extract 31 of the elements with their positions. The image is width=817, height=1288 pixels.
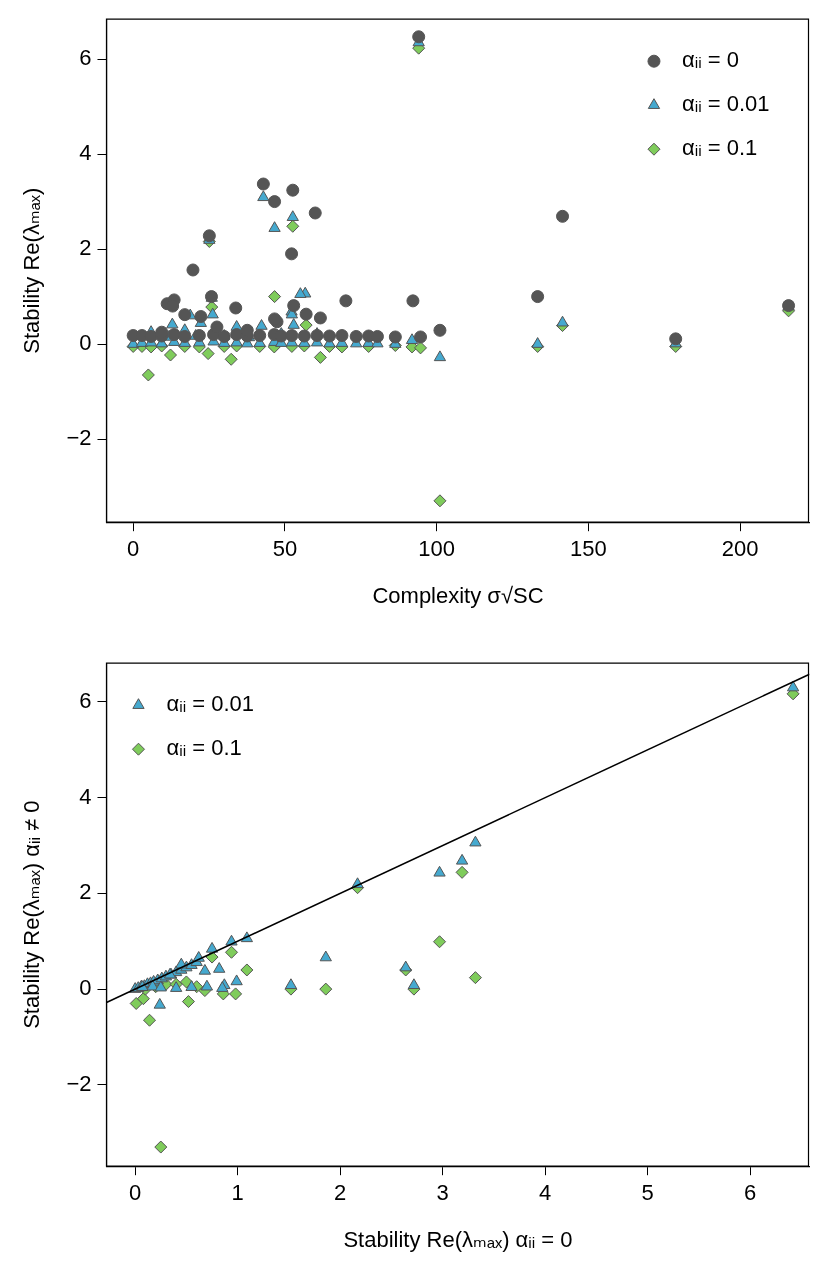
x-axis-title: Complexity σ√SC xyxy=(372,582,544,608)
x-tick-label: 0 xyxy=(127,536,140,562)
y-tick-label: 4 xyxy=(79,140,92,166)
y-axis-title: Stability Re(λₘₐₓ) αᵢᵢ ≠ 0 xyxy=(19,800,45,1029)
x-tick-label: 100 xyxy=(418,536,455,562)
x-tick-label: 150 xyxy=(569,536,607,562)
y-tick-label: −2 xyxy=(66,425,92,451)
y-tick-label: 4 xyxy=(79,783,92,809)
y-tick-label: 0 xyxy=(79,975,92,1001)
legend-label: αᵢᵢ = 0.01 xyxy=(166,691,255,717)
y-tick-label: 6 xyxy=(79,688,92,714)
x-axis-title: Stability Re(λₘₐₓ) αᵢᵢ = 0 xyxy=(343,1226,573,1252)
x-tick-label: 200 xyxy=(721,536,759,562)
x-tick-label: 50 xyxy=(272,536,298,562)
y-tick-label: 2 xyxy=(79,879,92,905)
legend-label: αᵢᵢ = 0.1 xyxy=(166,735,242,761)
y-tick-label: 2 xyxy=(79,235,92,261)
y-axis-title: Stability Re(λₘₐₓ) xyxy=(19,187,45,354)
x-tick-label: 1 xyxy=(231,1180,244,1206)
x-tick-label: 0 xyxy=(129,1180,142,1206)
x-tick-label: 4 xyxy=(538,1180,552,1206)
x-tick-label: 5 xyxy=(641,1180,654,1206)
y-tick-label: 6 xyxy=(79,45,92,71)
legend-label: αᵢᵢ = 0 xyxy=(681,47,739,73)
x-tick-label: 6 xyxy=(743,1180,757,1206)
legend-label: αᵢᵢ = 0.1 xyxy=(681,135,758,161)
y-tick-label: 0 xyxy=(79,330,92,356)
x-tick-label: 2 xyxy=(334,1180,347,1206)
legend-label: αᵢᵢ = 0.01 xyxy=(681,91,770,117)
x-tick-label: 3 xyxy=(436,1180,449,1206)
y-tick-label: −2 xyxy=(66,1070,92,1096)
